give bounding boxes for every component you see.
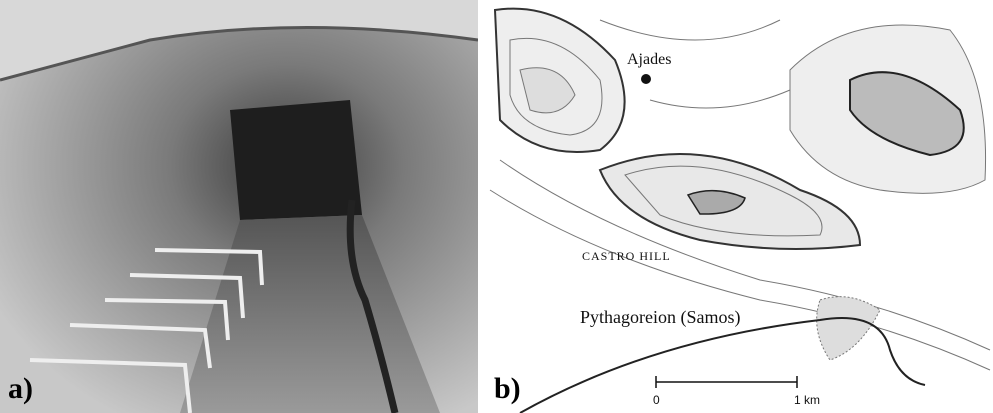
tunnel-photo: a) <box>0 0 478 413</box>
scale-label: 1 km <box>794 393 820 407</box>
panel-label: b) <box>494 372 521 405</box>
place-label: CASTRO HILL <box>582 249 671 263</box>
contour-map: Ajades CASTRO HILL Pythagoreion (Samos) … <box>486 0 993 413</box>
scale-label: 0 <box>653 393 660 407</box>
figure: a) Ajades CASTRO HILL Pythagoreion (Samo… <box>0 0 993 413</box>
panel-label: a) <box>8 372 33 405</box>
page: a) Ajades CASTRO HILL Pythagoreion (Samo… <box>0 0 993 413</box>
place-label: Ajades <box>627 51 671 68</box>
place-label: Pythagoreion (Samos) <box>580 307 740 328</box>
